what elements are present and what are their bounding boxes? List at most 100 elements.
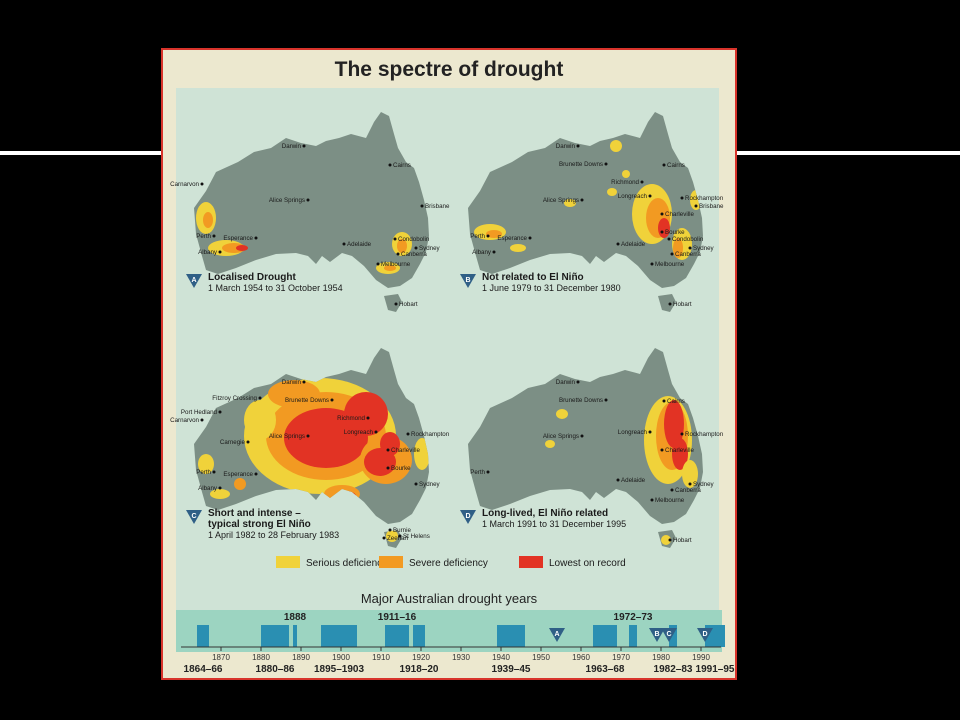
city-label-rockhampton: Rockhampton (685, 195, 724, 202)
city-dot (688, 482, 692, 486)
drought-span-label: 1939–45 (492, 664, 531, 675)
city-label-condobolin: Condobolin (672, 236, 704, 243)
city-label-alice-springs: Alice Springs (269, 433, 305, 440)
map-marker-icon (460, 510, 476, 524)
drought-area (564, 199, 576, 207)
drought-period-bar (669, 625, 677, 647)
city-dot (218, 250, 222, 254)
city-dot (200, 182, 204, 186)
legend-swatch (519, 556, 543, 568)
city-dot (212, 470, 216, 474)
city-label-perth: Perth (470, 233, 485, 240)
city-dot (376, 262, 380, 266)
timeline-tick-label: 1930 (452, 653, 470, 662)
city-label-carnegie: Carnegie (220, 439, 246, 446)
city-label-sydney: Sydney (419, 245, 441, 252)
map-a: Darwin Cairns Alice Springs Carnarvon Brisba… (170, 112, 450, 312)
city-label-sydney: Sydney (693, 245, 715, 252)
city-dot (492, 250, 496, 254)
drought-areas (196, 202, 412, 274)
city-dot (386, 448, 390, 452)
drought-period-bar (293, 625, 297, 647)
legend-label-lowest-on-record: Lowest on record (549, 558, 626, 569)
timeline-marker-letter: B (654, 631, 659, 638)
city-label-alice-springs: Alice Springs (269, 197, 305, 204)
city-label-bourke: Bourke (665, 229, 685, 236)
drought-area (545, 440, 555, 448)
legend: Serious deficiency Severe deficiency Lowes… (276, 556, 626, 569)
drought-areas (545, 396, 698, 545)
city-dot (218, 486, 222, 490)
timeline-tick-label: 1990 (692, 653, 710, 662)
map-title: Long-lived, El Niño related (482, 508, 608, 519)
city-label-melbourne: Melbourne (655, 497, 685, 504)
timeline-tick-label: 1890 (292, 653, 310, 662)
city-dot (688, 246, 692, 250)
drought-area (244, 400, 276, 440)
city-dot (330, 398, 334, 402)
drought-area (386, 530, 398, 542)
drought-area (384, 265, 396, 271)
city-label-perth: Perth (196, 233, 211, 240)
drought-figure: Darwin Cairns Alice Springs Carnarvon Brisba… (170, 112, 735, 675)
drought-area (610, 140, 622, 152)
city-label-melbourne: Melbourne (655, 261, 685, 268)
city-label-alice-springs: Alice Springs (543, 433, 579, 440)
city-label-port-hedland: Port Hedland (181, 409, 218, 416)
drought-period-bar (497, 625, 525, 647)
city-label-burnie: Burnie (393, 527, 411, 534)
timeline-title: Major Australian drought years (361, 591, 538, 606)
map-marker-letter: D (465, 513, 470, 520)
city-label-darwin: Darwin (556, 379, 576, 386)
drought-area (673, 238, 683, 258)
city-dot (648, 430, 652, 434)
city-dot (254, 236, 258, 240)
timeline-tick-label: 1910 (372, 653, 390, 662)
city-label-perth: Perth (196, 469, 211, 476)
city-dot (386, 466, 390, 470)
timeline-tick-label: 1940 (492, 653, 510, 662)
city-label-hobart: Hobart (673, 301, 692, 308)
city-label-perth: Perth (470, 469, 485, 476)
map-title: Short and intense – (208, 508, 301, 519)
city-dot (694, 204, 698, 208)
legend-label-serious-deficiency: Serious deficiency (306, 558, 387, 569)
timeline-marker-icon (697, 628, 713, 642)
drought-area (336, 491, 356, 501)
drought-areas (198, 378, 429, 542)
city-dot (650, 262, 654, 266)
city-label-canberra: Canberra (675, 251, 701, 258)
drought-timeline: Major Australian drought years 1870 1880 18… (176, 591, 735, 675)
city-dot (393, 237, 397, 241)
drought-span-label: 1911–16 (378, 612, 417, 623)
city-label-canberra: Canberra (675, 487, 701, 494)
drought-area (380, 432, 400, 456)
timeline-tick-label: 1870 (212, 653, 230, 662)
city-label-brisbane: Brisbane (425, 203, 450, 210)
city-dot (680, 432, 684, 436)
map-b: Darwin Brunette Downs Cairns Richmond Longre… (460, 112, 724, 312)
city-label-longreach: Longreach (618, 193, 648, 200)
city-label-sydney: Sydney (693, 481, 715, 488)
city-dot (486, 470, 490, 474)
city-label-carnarvon: Carnarvon (170, 181, 199, 188)
city-label-longreach: Longreach (618, 429, 648, 436)
drought-span-label: 1991–95 (696, 664, 735, 675)
timeline-marker-letter: A (554, 631, 559, 638)
city-dot (668, 538, 672, 542)
map-c: Darwin Fitzroy Crossing Brunette Downs Rich… (170, 348, 450, 548)
city-dot (616, 242, 620, 246)
city-dot (528, 236, 532, 240)
city-dot (660, 448, 664, 452)
figure-title: The spectre of drought (334, 58, 564, 81)
city-label-alice-springs: Alice Springs (543, 197, 579, 204)
city-dot (660, 230, 664, 234)
city-dot (604, 162, 608, 166)
drought-period-bar (629, 625, 637, 647)
map-period: 1 March 1991 to 31 December 1995 (482, 519, 626, 529)
drought-area (198, 454, 214, 474)
city-label-albany: Albany (198, 485, 218, 492)
city-dot (670, 252, 674, 256)
city-dot (306, 434, 310, 438)
drought-area (510, 244, 526, 252)
